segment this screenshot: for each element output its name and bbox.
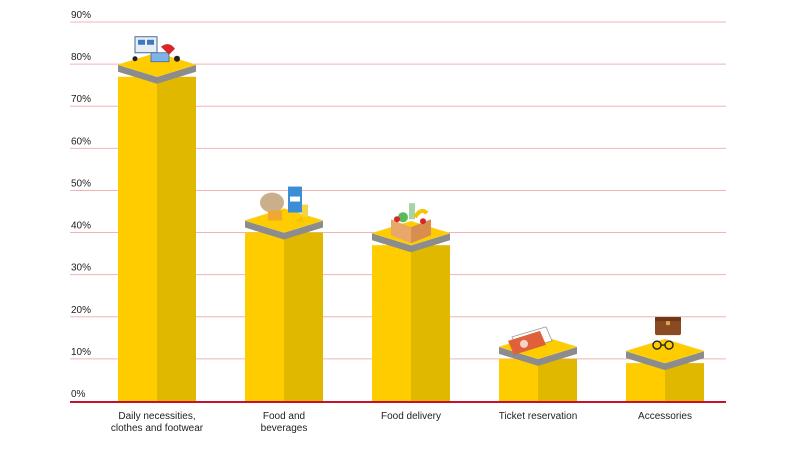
y-tick-label: 80% <box>71 52 91 63</box>
briefcase-glasses-icon <box>652 317 681 350</box>
category-label: Ticket reservation <box>499 411 578 422</box>
y-tick-label: 20% <box>71 305 91 316</box>
y-tick-label: 40% <box>71 221 91 232</box>
bar-top-rim <box>626 351 704 371</box>
bar-front-face <box>499 358 538 401</box>
bars <box>117 36 705 401</box>
y-tick-label: 10% <box>71 347 91 358</box>
bar-front-face <box>118 76 157 401</box>
bar-side-face <box>411 245 450 401</box>
tickets-icon <box>508 326 553 355</box>
delivery-box-icon <box>391 203 431 244</box>
y-tick-label: 90% <box>71 10 91 21</box>
bar-top-rim <box>118 64 196 84</box>
bar-side-face <box>157 76 196 401</box>
bar-side-face <box>665 363 704 401</box>
category-label: Accessories <box>638 411 692 422</box>
bar-top-face <box>625 338 705 364</box>
bar <box>498 326 578 401</box>
y-tick-label: 60% <box>71 136 91 147</box>
bar-top-rim <box>245 220 323 240</box>
y-tick-label: 0% <box>71 389 86 400</box>
y-tick-label: 50% <box>71 178 91 189</box>
bar <box>625 317 705 401</box>
category-label: Food and beverages <box>261 411 308 434</box>
appliances-clothing-icon <box>132 36 180 63</box>
bar-top-rim <box>372 233 450 253</box>
bar-top-rim <box>499 346 577 366</box>
category-label: Food delivery <box>381 411 441 422</box>
bar-side-face <box>284 232 323 401</box>
y-axis-ticks: 0% 10% 20% 30% 40% 50% 60% 70% 80% 90% <box>71 10 91 400</box>
bar <box>244 186 324 401</box>
y-tick-label: 70% <box>71 94 91 105</box>
bar-front-face <box>626 363 665 401</box>
bar-front-face <box>245 232 284 401</box>
grocery-icon <box>260 186 308 223</box>
bar <box>117 36 197 401</box>
bar-front-face <box>372 245 411 401</box>
y-tick-label: 30% <box>71 263 91 274</box>
category-label: Daily necessities, clothes and footwear <box>111 411 204 434</box>
x-axis-labels: Daily necessities, clothes and footwear Fo… <box>111 411 692 434</box>
bar-side-face <box>538 358 577 401</box>
bar <box>371 203 451 401</box>
